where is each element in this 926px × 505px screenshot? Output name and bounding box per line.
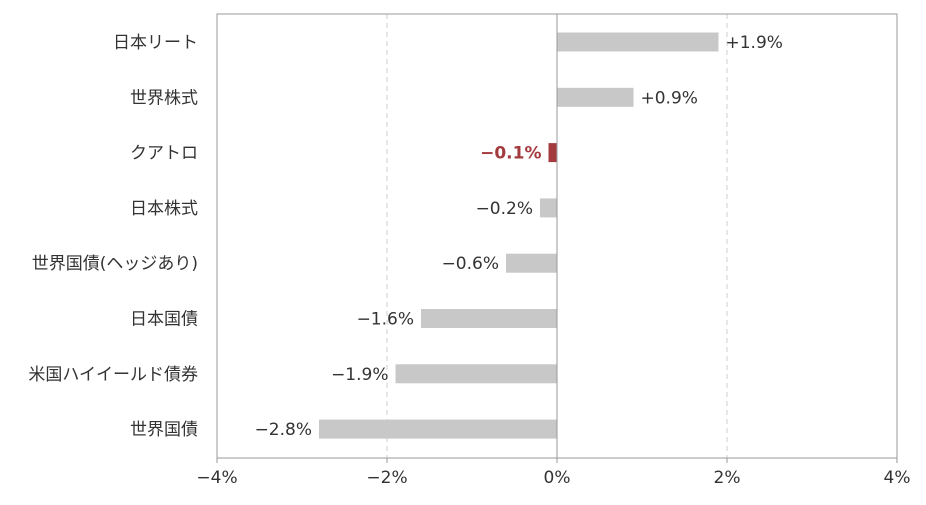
grid-layer bbox=[386, 14, 728, 458]
bar bbox=[506, 253, 557, 273]
value-label: −0.6% bbox=[442, 254, 499, 274]
bar bbox=[319, 419, 557, 439]
category-label: 世界株式 bbox=[130, 88, 198, 108]
category-label: 日本株式 bbox=[130, 199, 198, 219]
category-label: 日本リート bbox=[113, 33, 198, 53]
value-label: +1.9% bbox=[726, 33, 783, 53]
category-label: 世界国債(ヘッジあり) bbox=[32, 254, 198, 274]
x-tick-label: 4% bbox=[884, 468, 911, 488]
category-label: 日本国債 bbox=[130, 310, 198, 330]
value-label: −0.2% bbox=[476, 199, 533, 219]
x-tick-label: 2% bbox=[714, 468, 741, 488]
value-label: −0.1% bbox=[480, 144, 541, 164]
x-tick-label: 0% bbox=[544, 468, 571, 488]
bar bbox=[540, 198, 557, 218]
bar bbox=[557, 32, 719, 52]
value-label: −1.9% bbox=[331, 365, 388, 385]
bar bbox=[421, 309, 557, 328]
value-label: −1.6% bbox=[357, 310, 414, 330]
category-label: 世界国債 bbox=[130, 420, 198, 440]
value-label: −2.8% bbox=[255, 420, 312, 440]
category-label: クアトロ bbox=[130, 144, 198, 164]
bar bbox=[395, 364, 557, 384]
category-label: 米国ハイイールド債券 bbox=[28, 365, 198, 385]
x-tick-label: −4% bbox=[196, 468, 237, 488]
value-label: +0.9% bbox=[641, 88, 698, 108]
bar-highlighted bbox=[548, 143, 557, 163]
axis-layer: −4% −2% 0% 2% 4% bbox=[196, 13, 911, 488]
bar bbox=[557, 87, 634, 107]
bars-layer bbox=[319, 32, 719, 439]
labels-layer: 日本リート +1.9% 世界株式 +0.9% クアトロ −0.1% 日本株式 −0.2% 世界国… bbox=[28, 33, 783, 440]
x-tick-label: −2% bbox=[366, 468, 407, 488]
